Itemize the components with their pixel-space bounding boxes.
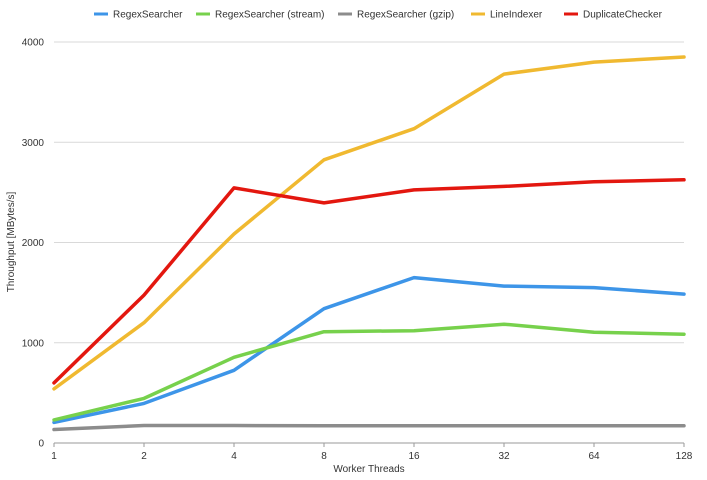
y-tick-label: 0 [38,439,44,450]
legend-label: RegexSearcher (gzip) [357,10,454,21]
series-line-regexsearcher-stream [52,322,686,422]
legend-item: RegexSearcher [94,10,183,21]
legend-item: DuplicateChecker [564,10,663,21]
legend-label: RegexSearcher (stream) [215,10,324,21]
y-tick-label: 4000 [22,38,45,49]
legend: RegexSearcher RegexSearcher (stream) Regex… [94,10,663,21]
legend-label: RegexSearcher [113,10,183,21]
x-axis-title: Worker Threads [333,464,404,475]
x-axis: 1 2 4 8 16 32 64 128 [51,443,693,462]
grid [54,41,684,444]
y-axis: 0 1000 2000 3000 4000 [22,38,45,450]
series-line-regexsearcher-gzip [52,423,686,432]
legend-item: RegexSearcher (gzip) [338,10,454,21]
legend-label: LineIndexer [490,10,543,21]
y-tick-label: 3000 [22,138,45,149]
legend-item: RegexSearcher (stream) [196,10,324,21]
x-tick-label: 128 [676,451,693,462]
series-line-lineindexer [52,55,686,391]
x-tick-label: 32 [498,451,510,462]
legend-label: DuplicateChecker [583,10,663,21]
y-axis-title: Throughput [MBytes/s] [6,191,17,292]
x-tick-label: 1 [51,451,57,462]
y-tick-label: 1000 [22,338,45,349]
x-tick-label: 2 [141,451,147,462]
x-tick-label: 4 [231,451,237,462]
x-tick-label: 8 [321,451,327,462]
series-line-regexsearcher [52,275,686,425]
y-tick-label: 2000 [22,238,45,249]
x-tick-label: 64 [588,451,600,462]
series-line-duplicatechecker [52,178,686,385]
x-tick-label: 16 [408,451,420,462]
legend-item: LineIndexer [471,10,543,21]
series-lines [52,55,686,432]
